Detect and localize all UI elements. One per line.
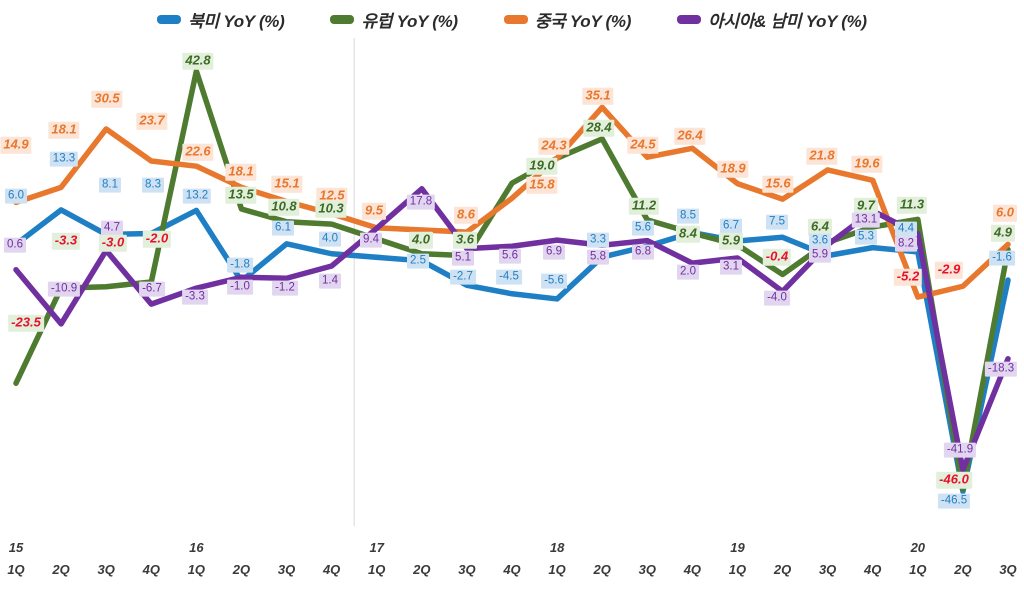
x-tick-year: 19: [730, 540, 745, 555]
legend-label: 아시아& 남미 YoY (%): [708, 11, 867, 31]
x-tick-quarter: 3Q: [818, 562, 837, 577]
x-tick-quarter: 2Q: [954, 562, 972, 577]
x-tick-quarter: 2Q: [232, 562, 251, 577]
x-tick-quarter: 1Q: [368, 562, 386, 577]
x-tick-quarter: 3Q: [999, 562, 1017, 577]
series-line-north_america[interactable]: [13, 207, 1011, 495]
legend-item-north_america[interactable]: 북미 YoY (%): [157, 7, 285, 32]
x-tick-quarter: 4Q: [142, 562, 160, 577]
x-tick-quarter: 2Q: [773, 562, 792, 577]
legend-item-china[interactable]: 중국 YoY (%): [503, 7, 632, 32]
legend-item-europe[interactable]: 유럽 YoY (%): [330, 7, 458, 32]
legend-label: 중국 YoY (%): [534, 11, 632, 31]
x-tick-year: 17: [369, 540, 384, 555]
x-tick-quarter: 1Q: [7, 562, 25, 577]
x-tick-quarter: 1Q: [728, 562, 747, 577]
x-tick-quarter: 3Q: [97, 562, 115, 577]
x-tick-year: 16: [189, 540, 204, 555]
legend-swatch-icon: [157, 14, 182, 24]
plot-area: 14.9 6.0 0.6 -23.5 18.1 13.3 -3.3 -10.9 30.5 8.1 4…: [0, 38, 1024, 526]
plot-svg: [13, 38, 1011, 526]
x-tick-quarter: 2Q: [413, 562, 431, 577]
x-tick-quarter: 4Q: [864, 562, 882, 577]
legend-swatch-icon: [677, 14, 702, 24]
x-tick-quarter: 1Q: [187, 562, 206, 577]
x-tick-quarter: 2Q: [593, 562, 611, 577]
x-tick-year: 18: [549, 540, 565, 555]
legend-item-asia_latam[interactable]: 아시아& 남미 YoY (%): [677, 7, 867, 32]
x-tick-quarter: 4Q: [683, 562, 702, 577]
x-tick-quarter: 1Q: [909, 562, 927, 577]
series-line-china[interactable]: [13, 104, 1011, 300]
x-tick-year: 20: [910, 540, 926, 555]
x-tick-quarter: 3Q: [458, 562, 476, 577]
series-line-europe[interactable]: [13, 68, 1011, 492]
chart-legend: 북미 YoY (%) 유럽 YoY (%) 중국 YoY (%) 아시아& 남미 Yo…: [0, 0, 1024, 38]
legend-swatch-icon: [503, 14, 528, 24]
x-tick-quarter: 3Q: [638, 562, 656, 577]
x-tick-year: 15: [8, 540, 24, 555]
x-tick-quarter: 2Q: [52, 562, 70, 577]
x-axis: 1Q 2Q 3Q 4Q 1Q 2Q 3Q 4Q 1Q 2Q 3Q 4Q 1Q 2Q 3Q 4Q 1Q 2Q 3Q 4Q…: [0, 526, 1024, 608]
legend-label: 북미 YoY (%): [188, 11, 285, 31]
legend-swatch-icon: [330, 14, 355, 24]
x-tick-quarter: 4Q: [503, 562, 521, 577]
x-tick-quarter: 3Q: [277, 562, 296, 577]
series-line-asia_latam[interactable]: [13, 186, 1011, 473]
x-tick-quarter: 1Q: [548, 562, 566, 577]
legend-label: 유럽 YoY (%): [361, 11, 458, 31]
x-tick-quarter: 4Q: [322, 562, 341, 577]
